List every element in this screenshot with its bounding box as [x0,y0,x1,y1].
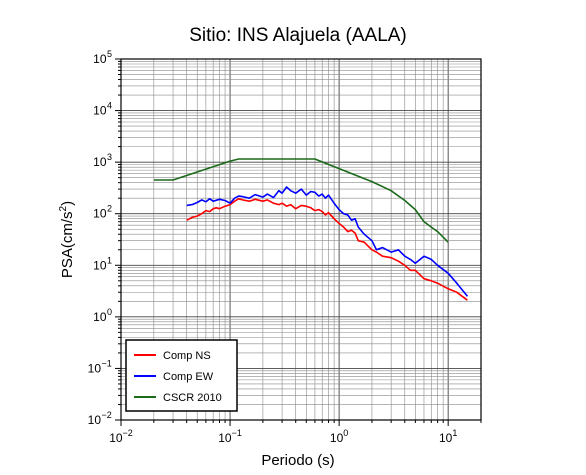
plot-frame [120,58,482,421]
x-axis-label: Periodo (s) [261,452,334,469]
legend-label: Comp EW [163,371,214,383]
series-layer [153,158,469,301]
chart-title: Sitio: INS Alajuela (AALA) [189,25,407,46]
legend-label: CSCR 2010 [163,392,222,404]
y-axis-label: PSA(cm/s2) [58,201,76,278]
series-line-3 [153,158,449,243]
legend: Comp NS Comp EW CSCR 2010 [125,339,238,412]
legend-label: Comp NS [163,350,211,362]
series-line-2 [186,186,469,297]
grid-lines [120,58,482,421]
series-line-1 [186,198,468,301]
